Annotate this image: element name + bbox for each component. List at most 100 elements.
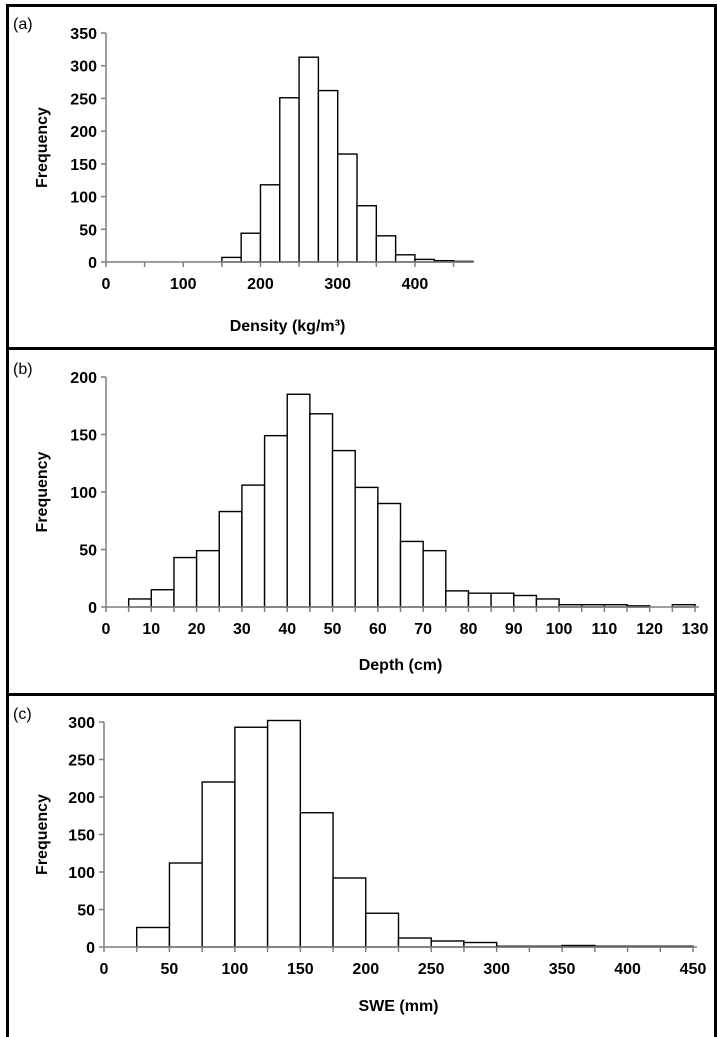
histogram-bar [266, 719, 302, 948]
histogram-swe: (c) 0 50 100 150 200 250 300 0 50 100 150 200 250 300 3… [13, 706, 707, 1015]
chart-panel-a: (a) 0 50 100 150 200 250 300 350 0 100 200 300 400 Den… [6, 4, 717, 348]
y-tick-label: 150 [68, 828, 95, 845]
y-tick-label: 50 [79, 543, 97, 560]
x-tick-label: 300 [483, 961, 510, 978]
histogram-bar [337, 153, 358, 263]
x-axis-title: SWE (mm) [359, 998, 439, 1015]
x-axis-title: Density (kg/m³) [230, 318, 346, 335]
x-tick-label: 0 [100, 961, 109, 978]
histogram-bar [331, 449, 356, 608]
histogram-bar [127, 598, 153, 608]
x-tick-label: 130 [682, 621, 709, 638]
histogram-bar [195, 549, 220, 608]
histogram-bar [218, 510, 243, 608]
x-tick-label: 20 [188, 621, 206, 638]
y-tick-label: 300 [70, 59, 97, 76]
histogram-bar [279, 97, 300, 263]
x-tick-label: 100 [222, 961, 249, 978]
y-tick-label: 150 [70, 428, 97, 445]
x-tick-label: 110 [591, 621, 617, 638]
x-tick-label: 50 [161, 961, 179, 978]
y-axis-title: Frequency [34, 107, 51, 188]
x-tick-label: 30 [233, 621, 251, 638]
y-tick-label: 250 [70, 91, 97, 108]
x-tick-label: 60 [369, 621, 387, 638]
histogram-bar [299, 812, 334, 948]
panel-label: (c) [13, 706, 32, 723]
histogram-bar [375, 235, 397, 263]
x-tick-label: 150 [287, 961, 314, 978]
histogram-density: (a) 0 50 100 150 200 250 300 350 0 100 200 300 400 Den… [13, 16, 474, 335]
x-tick-label: 200 [352, 961, 379, 978]
y-tick-label: 0 [88, 255, 97, 272]
histogram-bar [309, 413, 334, 608]
histogram-bar [241, 484, 266, 608]
histogram-bar [259, 184, 281, 263]
x-tick-label: 100 [170, 276, 197, 293]
histogram-bar [317, 89, 339, 263]
histogram-bar [240, 232, 262, 263]
x-tick-label: 450 [680, 961, 707, 978]
y-tick-label: 200 [68, 790, 95, 807]
x-tick-label: 350 [549, 961, 576, 978]
histogram-bar [150, 589, 175, 608]
panel-label: (a) [13, 16, 33, 33]
x-tick-label: 200 [247, 276, 274, 293]
histogram-bar [201, 781, 236, 948]
x-tick-label: 250 [418, 961, 445, 978]
chart-panel-b: (b) 0 50 100 150 200 0 10 20 30 40 50 60 70 80 90 100 110… [6, 347, 717, 694]
histogram-bar [263, 434, 288, 608]
x-tick-label: 0 [102, 276, 111, 293]
y-tick-label: 0 [86, 940, 95, 957]
x-tick-label: 40 [278, 621, 296, 638]
histogram-bar [535, 598, 560, 608]
y-tick-label: 50 [77, 903, 95, 920]
x-tick-label: 10 [142, 621, 160, 638]
histogram-bar [513, 594, 538, 608]
y-axis-title: Frequency [34, 451, 51, 532]
y-tick-label: 300 [68, 715, 95, 732]
histogram-bar [286, 393, 311, 608]
histogram-bar [356, 205, 378, 263]
x-tick-label: 70 [414, 621, 432, 638]
y-tick-label: 200 [70, 370, 97, 387]
y-tick-label: 200 [70, 124, 97, 141]
y-tick-label: 350 [70, 26, 97, 43]
histogram-bar [354, 486, 379, 608]
x-tick-label: 400 [402, 276, 429, 293]
histogram-bar [173, 556, 198, 608]
histogram-bar [490, 592, 515, 608]
y-tick-label: 250 [68, 753, 95, 770]
x-tick-label: 50 [324, 621, 342, 638]
x-tick-label: 100 [546, 621, 573, 638]
histogram-bar [136, 926, 171, 948]
histogram-bar [397, 937, 432, 948]
histogram-bar [332, 877, 367, 948]
y-tick-label: 100 [68, 865, 95, 882]
histogram-bar [430, 940, 465, 948]
y-tick-label: 50 [79, 222, 97, 239]
x-axis-title: Depth (cm) [359, 657, 443, 674]
histogram-bar [365, 912, 400, 948]
chart-panel-c: (c) 0 50 100 150 200 250 300 0 50 100 150 200 250 300 3… [6, 693, 717, 1037]
x-tick-label: 80 [460, 621, 478, 638]
x-tick-label: 90 [505, 621, 523, 638]
histogram-bar [467, 592, 492, 608]
histogram-bar [234, 726, 269, 948]
y-tick-label: 150 [70, 157, 97, 174]
x-tick-label: 120 [636, 621, 663, 638]
histogram-bar [298, 56, 320, 263]
histogram-depth: (b) 0 50 100 150 200 0 10 20 30 40 50 60 70 80 90 100 110… [13, 361, 709, 674]
x-tick-label: 300 [324, 276, 351, 293]
y-tick-label: 100 [70, 485, 97, 502]
x-tick-label: 400 [614, 961, 641, 978]
y-tick-label: 100 [70, 190, 97, 207]
histogram-bar [394, 254, 416, 263]
panel-label: (b) [13, 361, 33, 378]
x-tick-label: 0 [102, 621, 111, 638]
histogram-bar [422, 549, 447, 608]
histogram-bar [399, 540, 424, 608]
y-tick-label: 0 [88, 600, 97, 617]
histogram-bar [168, 862, 203, 948]
y-axis-title: Frequency [34, 794, 51, 875]
